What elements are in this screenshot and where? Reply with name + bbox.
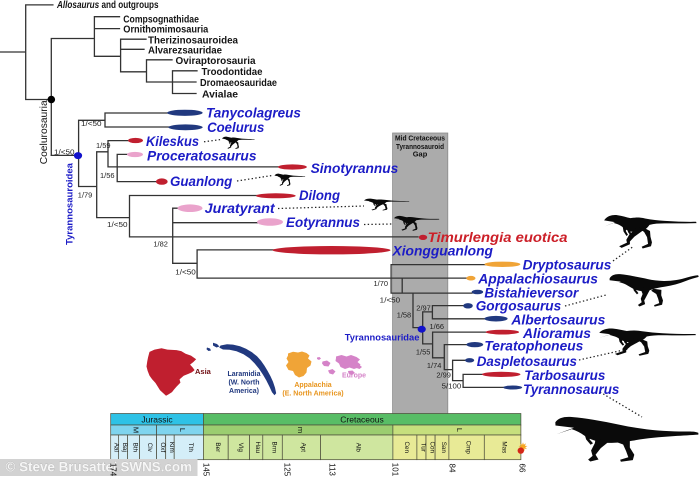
svg-text:Appalachia: Appalachia: [294, 382, 331, 389]
svg-text:Jurassic: Jurassic: [141, 414, 173, 424]
svg-text:Oxf: Oxf: [159, 442, 166, 452]
svg-text:Proceratosaurus: Proceratosaurus: [147, 148, 257, 164]
svg-text:101: 101: [390, 463, 399, 477]
svg-text:Alvarezsauridae: Alvarezsauridae: [148, 46, 223, 57]
svg-text:Eotyrannus: Eotyrannus: [286, 214, 360, 230]
svg-text:125: 125: [283, 463, 292, 477]
svg-text:Troodontidae: Troodontidae: [202, 67, 264, 78]
svg-text:1/79: 1/79: [78, 191, 93, 200]
svg-text:San: San: [440, 442, 447, 454]
svg-text:5/100: 5/100: [442, 382, 462, 391]
svg-text:Asia: Asia: [195, 367, 212, 376]
svg-text:Cen: Cen: [403, 442, 410, 454]
svg-text:Coelurosauria: Coelurosauria: [39, 100, 50, 164]
svg-text:Tyrannosauridae: Tyrannosauridae: [345, 332, 420, 342]
svg-text:Alb: Alb: [355, 443, 362, 453]
svg-text:Aal: Aal: [113, 443, 120, 452]
svg-text:Apt: Apt: [299, 443, 306, 453]
svg-text:Sinotyrannus: Sinotyrannus: [311, 160, 399, 176]
svg-text:Compsognathidae: Compsognathidae: [123, 15, 199, 26]
svg-text:Dromaeosauridae: Dromaeosauridae: [200, 78, 278, 89]
svg-text:145: 145: [201, 463, 210, 477]
svg-text:Mid Cretaceous: Mid Cretaceous: [395, 133, 445, 142]
svg-text:Therizinosauroidea: Therizinosauroidea: [148, 36, 239, 47]
svg-text:Teratophoneus: Teratophoneus: [484, 337, 583, 353]
svg-text:Kileskus: Kileskus: [146, 133, 199, 149]
svg-text:Dilong: Dilong: [299, 187, 340, 203]
svg-text:Tyrannosauroidea: Tyrannosauroidea: [65, 162, 76, 245]
svg-text:Gap: Gap: [413, 150, 428, 159]
svg-text:L: L: [178, 428, 187, 432]
svg-text:Kim: Kim: [168, 442, 175, 453]
svg-text:Xiongguanlong: Xiongguanlong: [392, 243, 494, 259]
svg-text:Timurlengia euotica: Timurlengia euotica: [428, 229, 568, 245]
svg-text:Laramidia: Laramidia: [227, 371, 260, 378]
svg-text:Con: Con: [429, 442, 436, 454]
svg-text:Albertosaurus: Albertosaurus: [510, 312, 605, 328]
svg-text:Bth: Bth: [132, 443, 139, 453]
svg-text:Bistahieversor: Bistahieversor: [484, 284, 579, 300]
svg-text:Tth: Tth: [187, 443, 194, 453]
svg-text:Gorgosaurus: Gorgosaurus: [476, 298, 562, 314]
svg-text:113: 113: [328, 463, 337, 476]
svg-text:Avialae: Avialae: [202, 90, 239, 101]
svg-text:Brm: Brm: [271, 442, 278, 454]
svg-text:Juratyrant: Juratyrant: [205, 200, 276, 216]
svg-text:Tur: Tur: [420, 443, 427, 452]
svg-text:Dryptosaurus: Dryptosaurus: [523, 257, 612, 273]
svg-text:Coelurus: Coelurus: [207, 119, 264, 135]
svg-text:1/<50: 1/<50: [81, 119, 102, 128]
svg-text:L: L: [455, 428, 464, 432]
svg-text:Oviraptorosauria: Oviraptorosauria: [176, 56, 257, 67]
svg-text:Vlg: Vlg: [237, 443, 244, 453]
svg-text:1/<50: 1/<50: [175, 268, 196, 277]
svg-text:(E. North America): (E. North America): [282, 391, 343, 398]
svg-text:Ber: Ber: [214, 442, 221, 452]
svg-text:Ornithomimosauria: Ornithomimosauria: [123, 25, 209, 36]
svg-text:Cmp: Cmp: [465, 441, 472, 455]
svg-text:1/<50: 1/<50: [54, 147, 75, 156]
svg-text:1/<50: 1/<50: [107, 220, 128, 229]
svg-text:1/<50: 1/<50: [380, 295, 401, 304]
svg-text:Tanycolagreus: Tanycolagreus: [206, 104, 301, 120]
svg-text:1/70: 1/70: [374, 279, 389, 288]
svg-text:Tyrannosauroid: Tyrannosauroid: [396, 142, 444, 151]
svg-text:Hau: Hau: [254, 442, 261, 454]
svg-text:Clv: Clv: [146, 443, 153, 453]
svg-text:66: 66: [517, 464, 526, 473]
svg-text:Daspletosaurus: Daspletosaurus: [477, 353, 577, 369]
svg-text:Baj: Baj: [121, 443, 128, 452]
svg-text:1/66: 1/66: [430, 322, 445, 331]
svg-text:1/58: 1/58: [397, 310, 412, 319]
svg-text:America): America): [229, 388, 259, 395]
svg-text:2/99: 2/99: [436, 370, 451, 379]
svg-text:1/82: 1/82: [153, 240, 168, 249]
svg-text:Guanlong: Guanlong: [170, 173, 233, 189]
svg-text:1/55: 1/55: [416, 348, 431, 357]
svg-text:Europe: Europe: [342, 373, 366, 380]
svg-text:© Steve Brusatte/ SWNS.com: © Steve Brusatte/ SWNS.com: [6, 460, 193, 475]
svg-text:Allosaurus and outgroups: Allosaurus and outgroups: [56, 0, 158, 11]
svg-text:Tarbosaurus: Tarbosaurus: [524, 367, 605, 383]
svg-text:Cretaceous: Cretaceous: [340, 414, 383, 424]
svg-text:1/56: 1/56: [100, 171, 115, 180]
svg-text:Mas: Mas: [501, 441, 508, 453]
svg-text:M: M: [132, 427, 141, 433]
svg-text:174: 174: [109, 463, 118, 477]
svg-text:m: m: [296, 427, 305, 433]
svg-text:(W. North: (W. North: [228, 380, 259, 387]
svg-text:Appalachiosaurus: Appalachiosaurus: [477, 271, 598, 287]
svg-text:Alioramus: Alioramus: [522, 325, 591, 341]
svg-text:Tyrannosaurus: Tyrannosaurus: [523, 381, 620, 397]
svg-text:2/97: 2/97: [416, 303, 431, 312]
svg-text:1/74: 1/74: [427, 361, 442, 370]
svg-text:84: 84: [447, 464, 456, 473]
svg-text:1/59: 1/59: [96, 141, 111, 150]
